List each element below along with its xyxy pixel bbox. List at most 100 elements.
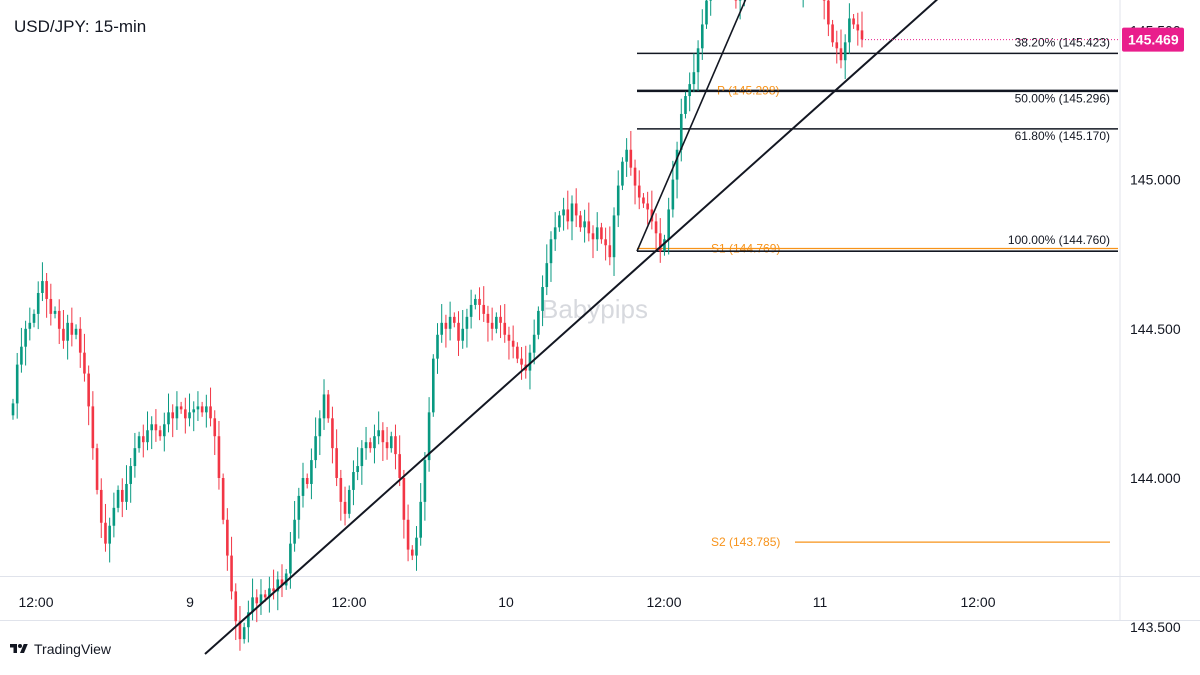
candle-body bbox=[91, 406, 95, 449]
candle-body bbox=[679, 113, 683, 150]
candle-body bbox=[822, 0, 826, 1]
candle-body bbox=[272, 588, 275, 592]
candle-body bbox=[448, 316, 452, 329]
candle-body bbox=[364, 442, 368, 449]
candle-body bbox=[553, 227, 557, 240]
candle-body bbox=[133, 448, 137, 467]
candle-body bbox=[167, 412, 170, 425]
candle-body bbox=[406, 519, 410, 550]
time-tick-label: 12:00 bbox=[331, 594, 366, 610]
candle-body bbox=[419, 501, 422, 538]
tradingview-brand[interactable]: TradingView bbox=[8, 641, 111, 657]
candle-body bbox=[385, 442, 389, 449]
candle-body bbox=[163, 424, 166, 437]
candle-body bbox=[263, 594, 267, 598]
candle-body bbox=[24, 328, 27, 347]
candle-body bbox=[848, 18, 851, 43]
candle-body bbox=[247, 612, 250, 628]
candle-body bbox=[221, 478, 225, 520]
candle-body bbox=[684, 96, 687, 114]
plot-area[interactable] bbox=[0, 0, 1120, 576]
candle-body bbox=[549, 239, 553, 264]
candle-body bbox=[600, 227, 603, 240]
candle-body bbox=[293, 519, 296, 544]
time-tick-label: 10 bbox=[498, 594, 514, 610]
candle-body bbox=[200, 406, 204, 413]
candle-body bbox=[41, 281, 44, 293]
candle-body bbox=[301, 478, 305, 496]
candle-body bbox=[486, 313, 490, 323]
candle-body bbox=[616, 185, 620, 216]
candle-body bbox=[326, 394, 330, 419]
time-tick-label: 11 bbox=[813, 594, 828, 610]
candle-body bbox=[705, 0, 708, 25]
candle-body bbox=[259, 594, 263, 604]
fib-level-label: 100.00% (144.760) bbox=[1008, 233, 1110, 247]
candle-body bbox=[587, 221, 591, 234]
candle-body bbox=[305, 478, 309, 484]
candle-body bbox=[280, 579, 284, 586]
price-axis[interactable]: 147.000146.500146.000145.500145.000144.5… bbox=[1130, 0, 1181, 635]
candle-body bbox=[205, 406, 208, 413]
candle-body bbox=[495, 316, 498, 329]
fib-level-label: 38.20% (145.423) bbox=[1015, 35, 1110, 49]
candle-body bbox=[53, 310, 57, 314]
candle-body bbox=[440, 322, 444, 335]
time-axis[interactable]: 12:00 9 12:00 10 12:00 11 12:00 bbox=[18, 594, 995, 610]
candle-body bbox=[537, 310, 540, 335]
candle-body bbox=[175, 406, 179, 419]
candle-body bbox=[461, 328, 465, 341]
candle-body bbox=[591, 233, 595, 240]
candle-body bbox=[377, 430, 380, 437]
candle-body bbox=[398, 454, 401, 478]
candle-body bbox=[545, 263, 549, 288]
candle-body bbox=[158, 430, 162, 437]
candle-body bbox=[453, 316, 456, 323]
candle-body bbox=[217, 436, 221, 478]
candle-body bbox=[62, 328, 65, 341]
candle-body bbox=[125, 483, 128, 502]
fib-diagonal-line bbox=[636, 0, 747, 252]
time-tick-label: 12:00 bbox=[960, 594, 995, 610]
candle-body bbox=[692, 72, 696, 85]
candle-body bbox=[465, 316, 469, 329]
candle-body bbox=[213, 418, 217, 437]
candle-body bbox=[15, 364, 19, 404]
last-price-badge: 145.469 bbox=[1122, 27, 1184, 52]
candle-body bbox=[11, 403, 15, 416]
candle-body bbox=[360, 448, 364, 467]
candle-body bbox=[32, 313, 36, 323]
candle-body bbox=[436, 334, 439, 359]
candle-body bbox=[490, 322, 494, 329]
watermark: Babypips bbox=[541, 294, 648, 324]
candle-body bbox=[251, 597, 254, 613]
candle-body bbox=[499, 316, 502, 323]
candlesticks bbox=[11, 0, 864, 651]
candle-body bbox=[192, 409, 196, 413]
candle-body bbox=[347, 489, 351, 514]
candle-body bbox=[209, 406, 212, 419]
candle-body bbox=[528, 352, 532, 371]
candle-body bbox=[675, 149, 679, 180]
candle-body bbox=[171, 412, 175, 419]
candle-body bbox=[667, 209, 670, 240]
tradingview-logo-icon bbox=[10, 644, 28, 653]
time-tick-label: 12:00 bbox=[18, 594, 53, 610]
candle-body bbox=[709, 0, 712, 1]
level-lines: R2 (146.811)R1 (146.282)P (145.298)S1 (1… bbox=[637, 35, 1118, 549]
candle-body bbox=[629, 149, 633, 168]
candle-body bbox=[646, 203, 649, 210]
price-tick-label: 144.000 bbox=[1130, 470, 1181, 486]
candle-body bbox=[474, 298, 477, 305]
candle-body bbox=[242, 627, 246, 640]
candle-body bbox=[415, 537, 418, 556]
candle-body bbox=[671, 179, 675, 210]
candle-body bbox=[612, 215, 616, 258]
candle-body bbox=[137, 436, 141, 449]
candle-body bbox=[700, 24, 704, 49]
candle-body bbox=[238, 621, 242, 640]
candle-body bbox=[339, 478, 343, 502]
candle-body bbox=[516, 346, 519, 359]
candle-body bbox=[255, 597, 259, 604]
candle-body bbox=[541, 287, 544, 311]
